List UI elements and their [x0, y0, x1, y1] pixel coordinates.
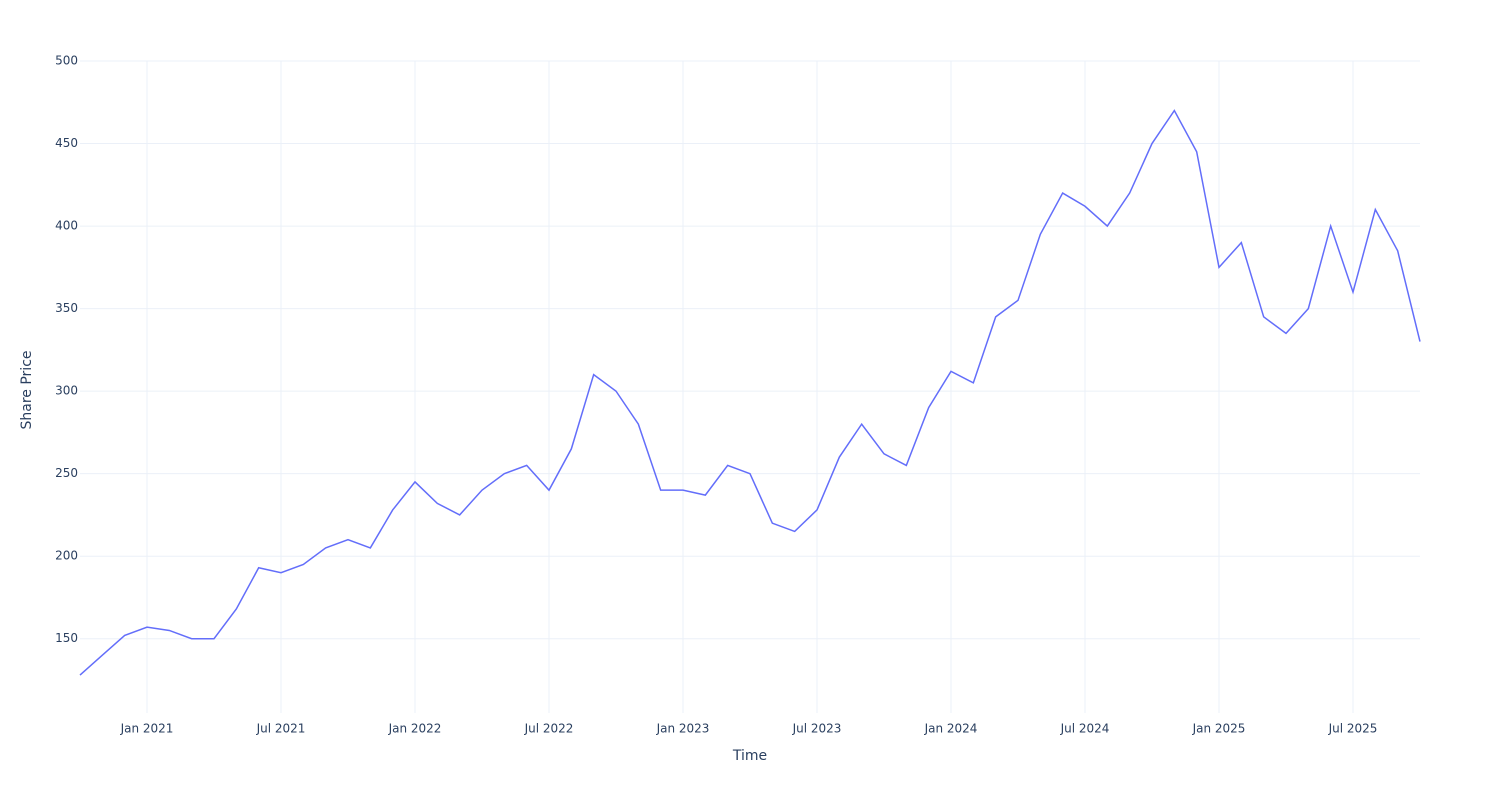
x-tick-label: Jan 2023 [656, 722, 710, 736]
line-series [79, 109, 1421, 676]
x-tick-label: Jan 2025 [1192, 722, 1246, 736]
x-tick-label: Jan 2022 [388, 722, 442, 736]
x-tick-label: Jul 2022 [524, 722, 574, 736]
y-tick-label: 500 [55, 54, 78, 68]
y-tick-label: 350 [55, 301, 78, 315]
x-tick-label: Jan 2021 [120, 722, 174, 736]
y-tick-label: 300 [55, 384, 78, 398]
x-axis-title: Time [732, 748, 767, 764]
y-tick-label: 150 [55, 631, 78, 645]
y-axis-title: Share Price [19, 350, 35, 429]
x-tick-label: Jul 2021 [256, 722, 306, 736]
y-tick-label: 250 [55, 466, 78, 480]
x-tick-label: Jan 2024 [924, 722, 978, 736]
x-tick-label: Jul 2024 [1060, 722, 1110, 736]
y-tick-label: 200 [55, 549, 78, 563]
y-tick-label: 450 [55, 136, 78, 150]
y-tick-label: 400 [55, 219, 78, 233]
x-tick-label: Jul 2023 [792, 722, 842, 736]
x-tick-label: Jul 2025 [1328, 722, 1378, 736]
